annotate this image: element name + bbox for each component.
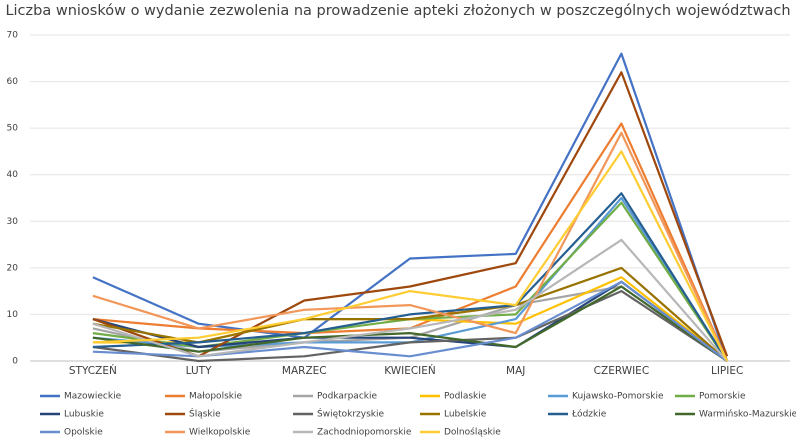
series-line: [92, 131, 729, 362]
legend-label: Kujawsko-Pomorskie: [572, 392, 664, 402]
legend-label: Lubuskie: [64, 410, 104, 420]
x-tick-label: LUTY: [186, 365, 212, 377]
legend-label: Zachodniopomorskie: [317, 428, 412, 438]
legend-label: Warmińsko-Mazurskie: [699, 410, 796, 420]
legend-label: Lubelskie: [444, 410, 487, 420]
legend-label: Świętokrzyskie: [317, 408, 385, 420]
y-tick-label: 0: [12, 357, 18, 367]
x-tick-label: CZERWIEC: [594, 365, 649, 377]
series-line: [92, 150, 729, 362]
y-tick-label: 20: [7, 263, 19, 273]
legend-label: Mazowieckie: [64, 392, 122, 402]
x-tick-label: MARZEC: [282, 365, 327, 377]
series-line: [92, 52, 729, 362]
y-tick-label: 40: [7, 170, 19, 180]
legend-label: Pomorskie: [699, 392, 746, 402]
chart-title: Liczba wniosków o wydanie zezwolenia na …: [5, 3, 790, 19]
y-tick-label: 10: [7, 310, 19, 320]
legend-label: Wielkopolskie: [189, 428, 251, 438]
legend-label: Dolnośląskie: [444, 427, 501, 438]
series-line: [92, 238, 728, 362]
y-tick-label: 30: [7, 217, 19, 227]
x-tick-label: KWIECIEŃ: [384, 364, 436, 377]
legend-label: Podlaskie: [444, 392, 487, 402]
x-tick-label: MAJ: [506, 365, 525, 377]
y-tick-label: 50: [7, 124, 19, 134]
legend-label: Śląskie: [189, 408, 221, 420]
x-tick-label: LIPIEC: [711, 365, 743, 377]
legend-label: Małopolskie: [189, 392, 242, 402]
y-tick-label: 60: [7, 77, 19, 87]
legend-label: Opolskie: [64, 428, 103, 438]
x-tick-label: STYCZEŃ: [69, 364, 117, 377]
legend-label: Łódzkie: [571, 409, 607, 420]
series-line: [92, 192, 729, 362]
legend-label: Podkarpackie: [317, 392, 377, 402]
series-line: [92, 290, 728, 363]
series-line: [92, 285, 728, 362]
y-tick-label: 70: [7, 31, 19, 41]
